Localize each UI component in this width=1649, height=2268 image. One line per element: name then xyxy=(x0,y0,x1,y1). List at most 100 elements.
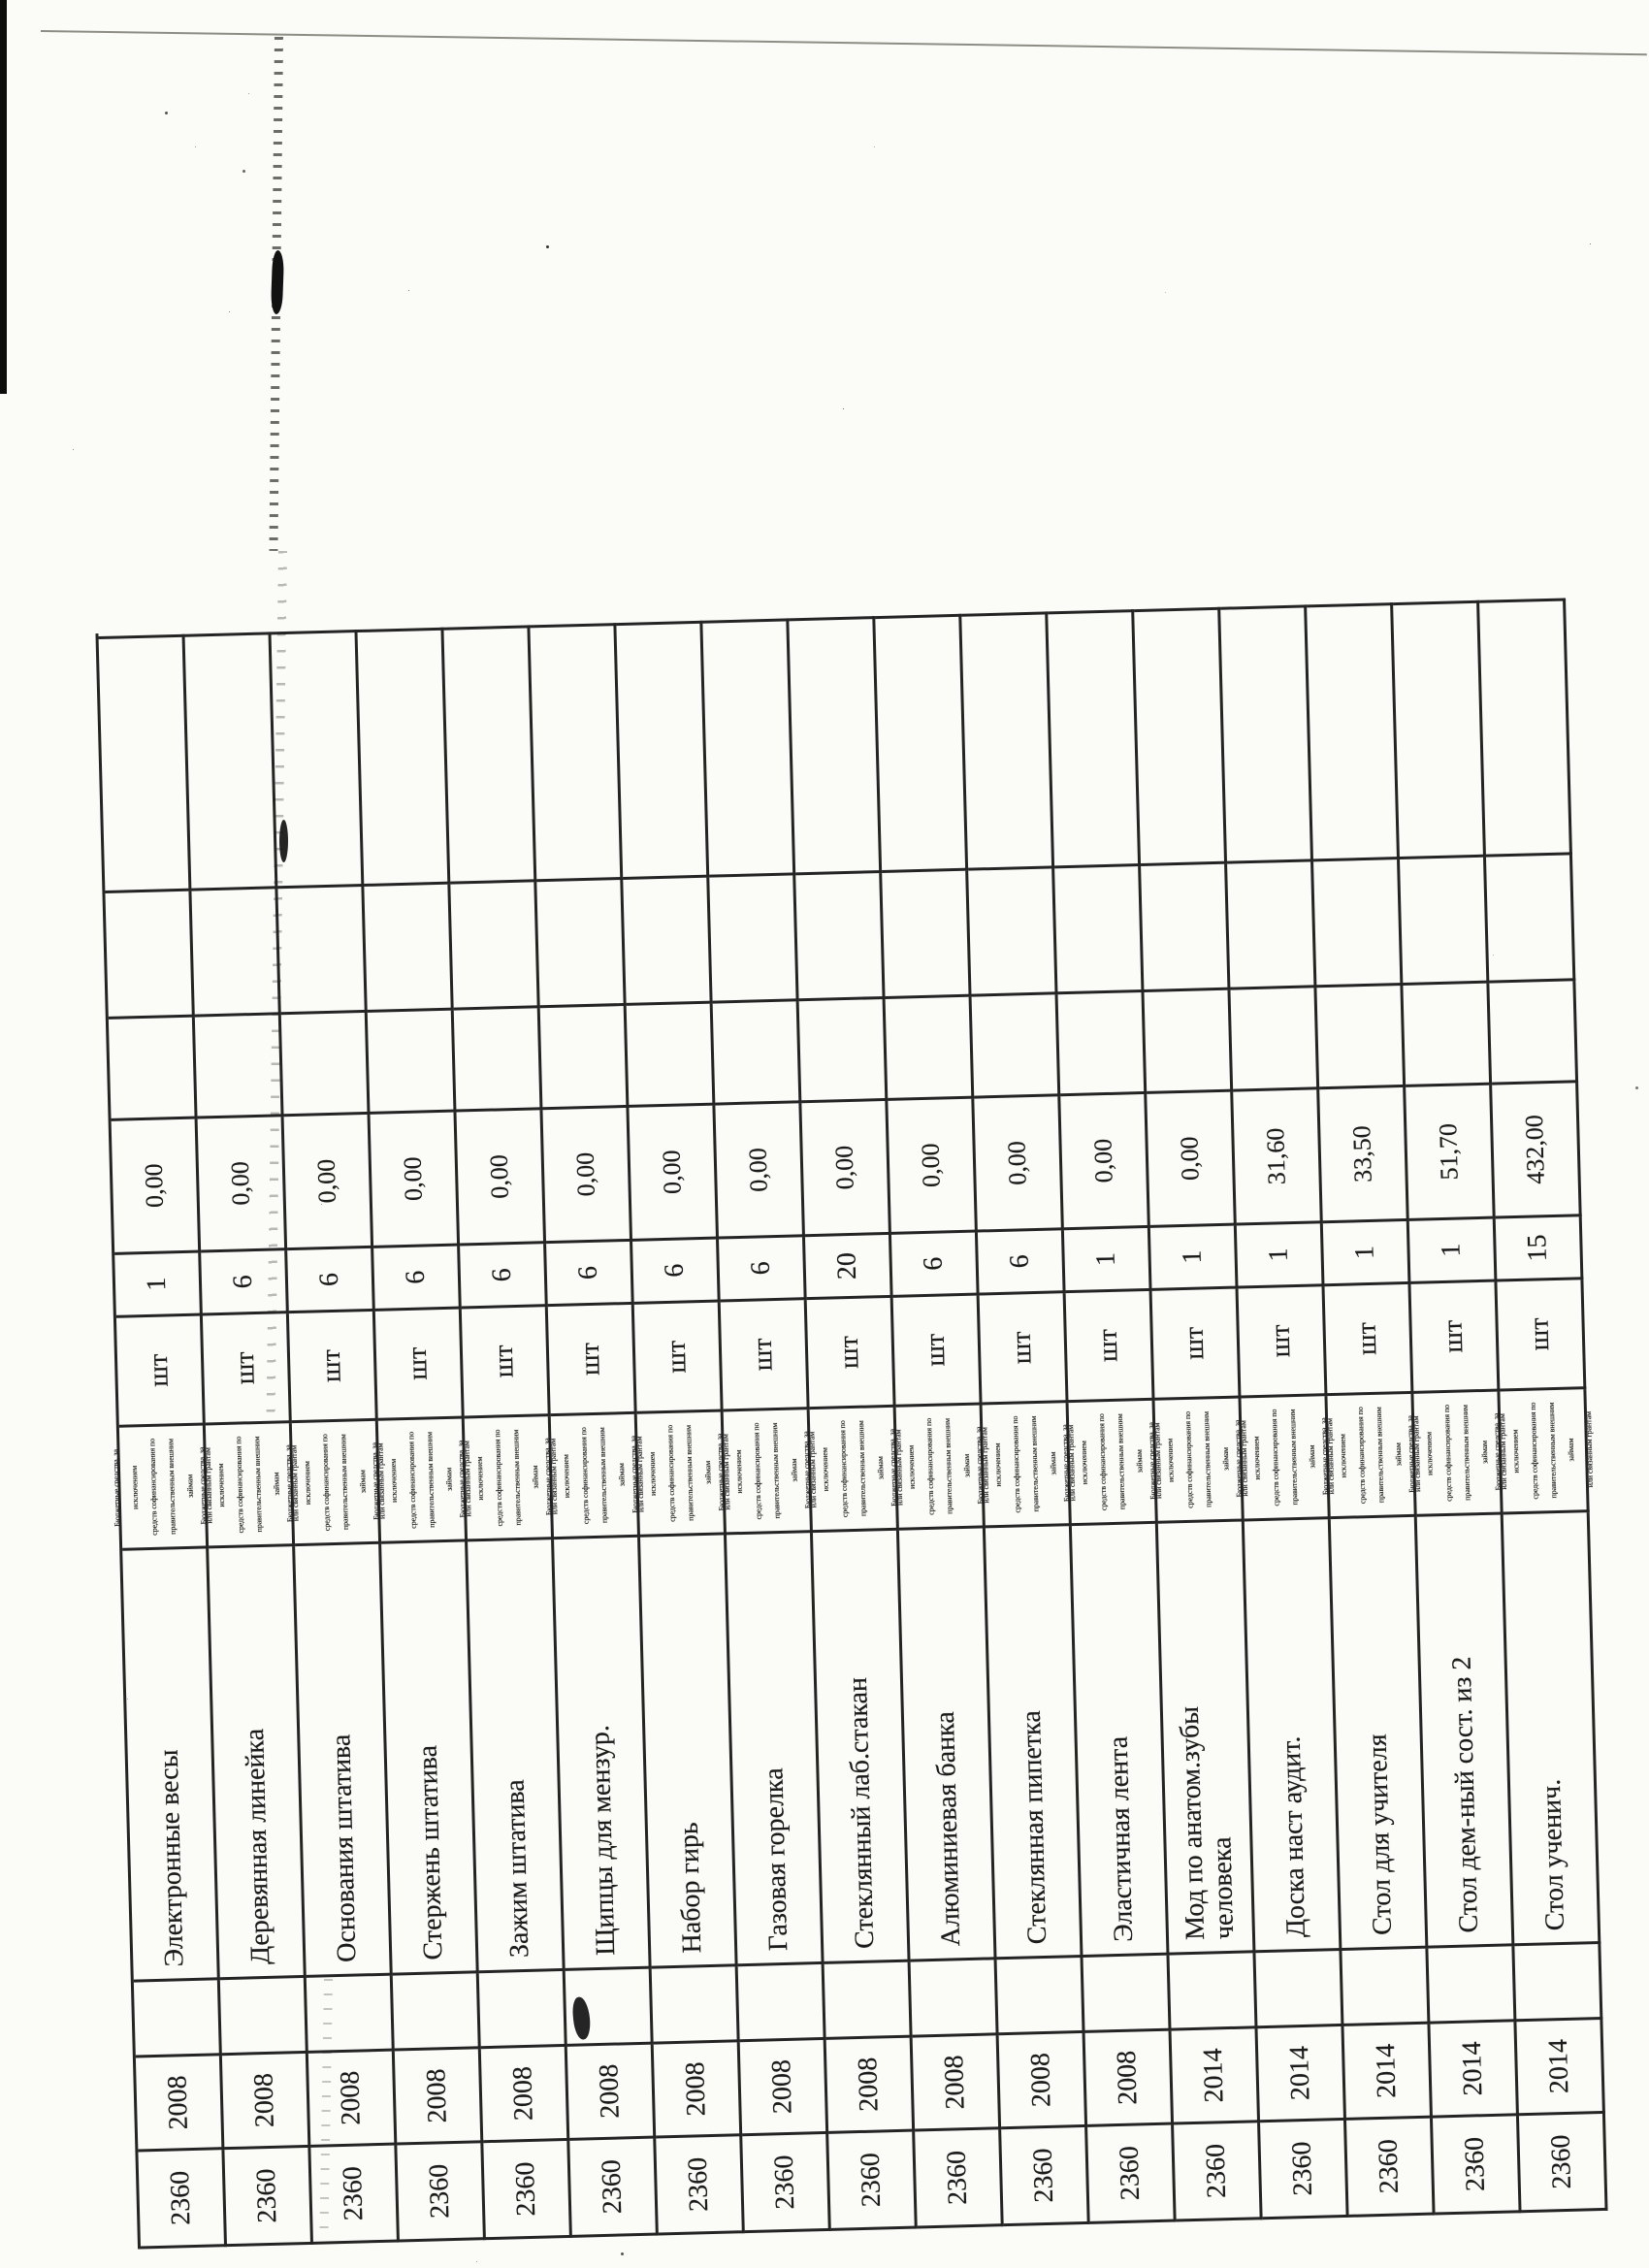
cell-empty xyxy=(795,872,886,1002)
cell-unit: шт xyxy=(461,1307,551,1419)
cell-empty xyxy=(1313,859,1404,988)
inventory-table: 2360 2008 Электронные весы Бюджетные сре… xyxy=(95,595,1608,2250)
cell-quantity: 6 xyxy=(632,1239,721,1305)
cell-item-name: Стеклянная пипетка xyxy=(985,1526,1083,1960)
cell-empty xyxy=(277,886,368,1016)
cell-account-code: 2360 xyxy=(656,2136,745,2236)
cell-empty xyxy=(971,994,1061,1099)
cell-year: 2014 xyxy=(1343,2024,1433,2121)
cell-item-name: Зажим штатива xyxy=(468,1539,566,1974)
cell-account-code: 2360 xyxy=(224,2147,314,2248)
cell-empty xyxy=(709,875,799,1004)
cell-year: 2008 xyxy=(221,2053,311,2151)
cell-empty xyxy=(367,1010,457,1115)
cell-empty xyxy=(539,1005,630,1111)
cell-unit: шт xyxy=(1497,1280,1587,1392)
cell-item-name: Набор гирь xyxy=(640,1535,738,1969)
cell-quantity: 15 xyxy=(1495,1216,1584,1282)
cell-empty xyxy=(875,613,969,873)
cell-empty xyxy=(1230,988,1320,1092)
cell-unit: шт xyxy=(115,1315,206,1428)
cell-empty xyxy=(1342,1948,1431,2026)
ink-blot xyxy=(279,820,288,862)
cell-year: 2008 xyxy=(653,2042,743,2139)
cell-empty xyxy=(712,1001,802,1106)
cell-unit: шт xyxy=(1410,1281,1501,1394)
cell-empty xyxy=(1169,1953,1258,2031)
cell-account-code: 2360 xyxy=(1260,2120,1349,2220)
cell-empty xyxy=(702,618,796,878)
cell-item-name: Алюминиевая банка xyxy=(898,1528,997,1962)
cell-empty xyxy=(961,611,1055,871)
cell-account-code: 2360 xyxy=(1087,2124,1177,2224)
cell-amount: 0,00 xyxy=(283,1114,374,1251)
cell-amount: 0,00 xyxy=(111,1118,202,1255)
cell-empty xyxy=(626,1003,716,1108)
cell-quantity: 6 xyxy=(373,1246,462,1312)
cell-quantity: 6 xyxy=(977,1230,1066,1296)
cell-empty xyxy=(306,1975,395,2054)
cell-year: 2008 xyxy=(998,2032,1088,2130)
cell-unit: шт xyxy=(288,1311,378,1424)
scan-edge-bar xyxy=(0,0,7,394)
cell-empty xyxy=(1316,985,1406,1090)
ink-blot xyxy=(270,249,285,315)
cell-account-code: 2360 xyxy=(1001,2126,1090,2227)
cell-unit: шт xyxy=(1324,1283,1414,1397)
cell-account-code: 2360 xyxy=(397,2143,486,2243)
cell-empty xyxy=(1489,981,1579,1085)
cell-account-code: 2360 xyxy=(1346,2118,1436,2218)
cell-item-name: Стержень штатива xyxy=(381,1541,479,1976)
cell-empty xyxy=(478,1970,567,2050)
cell-item-name: Стол для учителя xyxy=(1330,1516,1429,1951)
cell-quantity: 6 xyxy=(719,1237,807,1303)
cell-account-code: 2360 xyxy=(915,2129,1004,2229)
cell-unit: шт xyxy=(806,1297,896,1410)
cell-empty xyxy=(219,1977,308,2057)
cell-empty xyxy=(280,1012,371,1118)
cell-empty xyxy=(1134,606,1228,867)
cell-amount: 0,00 xyxy=(1147,1091,1237,1228)
cell-year: 2014 xyxy=(1171,2028,1261,2125)
cell-empty xyxy=(1400,857,1490,986)
cell-empty xyxy=(1485,855,1576,984)
cell-empty xyxy=(453,1008,543,1113)
cell-year: 2008 xyxy=(394,2049,484,2146)
cell-amount: 0,00 xyxy=(974,1096,1064,1233)
cell-empty xyxy=(1057,991,1148,1097)
cell-quantity: 1 xyxy=(1149,1225,1239,1291)
cell-empty xyxy=(1054,866,1145,995)
cell-unit: шт xyxy=(720,1300,810,1412)
cell-item-name: Мод по анатом.зубы человека xyxy=(1157,1521,1256,1956)
cell-amount: 0,00 xyxy=(888,1098,978,1235)
cell-empty xyxy=(565,1968,654,2047)
cell-unit: шт xyxy=(1238,1286,1328,1399)
cell-amount: 0,00 xyxy=(629,1105,720,1242)
cell-year: 2008 xyxy=(825,2037,916,2134)
cell-empty xyxy=(108,1017,198,1121)
cell-unit: шт xyxy=(892,1295,983,1408)
cell-empty xyxy=(1428,1946,1517,2025)
cell-quantity: 1 xyxy=(114,1252,203,1318)
cell-amount: 0,00 xyxy=(370,1112,461,1248)
cell-empty xyxy=(968,868,1058,997)
cell-account-code: 2360 xyxy=(742,2133,831,2234)
cell-unit: шт xyxy=(1065,1290,1155,1404)
cell-empty xyxy=(1255,1950,1344,2029)
cell-account-code: 2360 xyxy=(1432,2116,1522,2216)
cell-item-name: Основания штатива xyxy=(295,1543,393,1978)
cell-amount: 432,00 xyxy=(1492,1083,1582,1219)
cell-unit: шт xyxy=(202,1313,292,1426)
cell-empty xyxy=(105,891,195,1020)
cell-amount: 0,00 xyxy=(456,1110,547,1247)
cell-empty xyxy=(1393,599,1486,860)
cell-empty xyxy=(1220,604,1314,864)
cell-year: 2014 xyxy=(1257,2025,1347,2123)
cell-empty xyxy=(1227,861,1317,990)
cell-empty xyxy=(184,632,278,891)
cell-empty xyxy=(651,1966,740,2045)
cell-account-code: 2360 xyxy=(483,2140,572,2241)
cell-year: 2014 xyxy=(1516,2019,1605,2117)
cell-item-name: Щипцы для мензур. xyxy=(554,1537,652,1971)
